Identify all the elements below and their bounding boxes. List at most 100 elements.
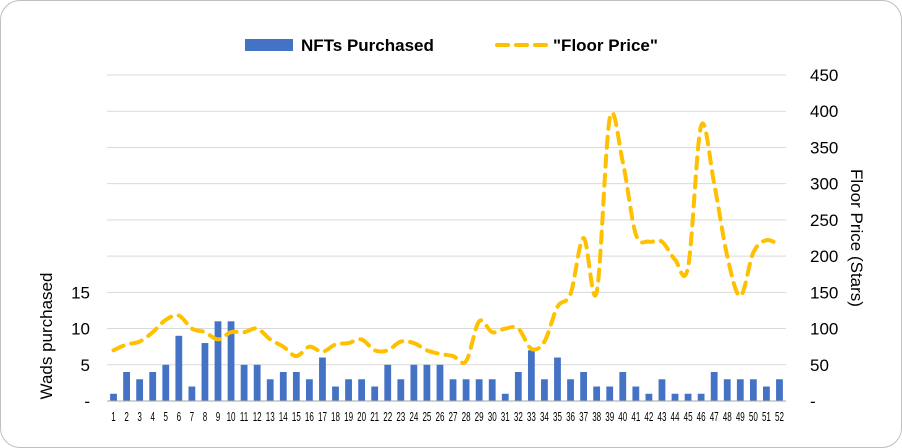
x-tick-label: 52 <box>775 410 784 424</box>
y-left-tick-label: - <box>84 392 90 411</box>
y-left-tick-label: 10 <box>71 320 90 339</box>
y-right-tick-label: 300 <box>810 175 838 194</box>
x-tick-label: 33 <box>527 410 536 424</box>
x-tick-label: 14 <box>279 410 288 424</box>
bar <box>371 386 379 401</box>
x-tick-label: 26 <box>435 410 444 424</box>
x-tick-label: 38 <box>592 410 601 424</box>
y-right-tick-label: 100 <box>810 320 838 339</box>
x-tick-label: 31 <box>501 410 510 424</box>
bar <box>358 379 366 401</box>
bar <box>684 393 692 401</box>
y-right-tick-label: 250 <box>810 211 838 230</box>
x-tick-label: 51 <box>762 410 771 424</box>
bar <box>645 393 653 401</box>
y-right-tick-label: - <box>810 392 816 411</box>
bar <box>475 379 483 401</box>
x-tick-label: 32 <box>514 410 523 424</box>
x-tick-label: 29 <box>475 410 484 424</box>
x-tick-label: 15 <box>292 410 301 424</box>
x-tick-label: 7 <box>190 410 194 424</box>
bar <box>149 372 157 401</box>
bar <box>227 321 235 401</box>
bar <box>345 379 352 401</box>
x-tick-label: 21 <box>370 410 379 424</box>
legend-label-floor-price: "Floor Price" <box>553 36 658 55</box>
y-right-tick-labels: - 50 100 150 200 250 300 350 400 450 <box>810 66 838 411</box>
y-right-tick-label: 350 <box>810 138 838 157</box>
y-right-tick-label: 200 <box>810 247 838 266</box>
x-tick-labels: 1 2 3 4 5 6 7 8 9 10 11 12 13 14 15 16 17 18 19 20 21 22 23 24 2… <box>111 410 784 424</box>
bar <box>736 379 744 401</box>
y-left-tick-label: 5 <box>81 356 90 375</box>
x-tick-label: 19 <box>344 410 353 424</box>
bar <box>266 379 274 401</box>
x-tick-label: 39 <box>605 410 614 424</box>
x-tick-label: 3 <box>137 410 141 424</box>
x-tick-label: 2 <box>124 410 128 424</box>
bar <box>162 364 170 401</box>
bar <box>332 386 339 401</box>
bar <box>397 379 405 401</box>
x-tick-label: 1 <box>111 410 115 424</box>
x-tick-label: 36 <box>566 410 575 424</box>
bar <box>110 393 117 401</box>
bar <box>501 393 509 401</box>
bar <box>527 350 535 401</box>
bar <box>384 364 392 401</box>
bar <box>776 379 783 401</box>
bar <box>567 379 574 401</box>
x-tick-label: 11 <box>240 410 248 424</box>
bar <box>175 335 183 401</box>
bar <box>606 386 614 401</box>
bar <box>319 357 326 401</box>
legend-label-nfts: NFTs Purchased <box>301 36 434 55</box>
x-tick-label: 9 <box>216 410 220 424</box>
bar <box>580 372 588 401</box>
bar <box>514 372 522 401</box>
bar <box>279 372 287 401</box>
x-tick-label: 28 <box>462 410 471 424</box>
x-tick-label: 45 <box>684 410 693 424</box>
bar <box>449 379 457 401</box>
x-tick-label: 41 <box>631 410 640 424</box>
bar <box>541 379 548 401</box>
legend-bar-swatch <box>245 39 293 51</box>
bar <box>436 364 444 401</box>
bar <box>658 379 666 401</box>
x-tick-label: 43 <box>657 410 666 424</box>
bar <box>214 321 222 401</box>
y-right-tick-label: 50 <box>810 356 829 375</box>
x-tick-label: 5 <box>164 410 168 424</box>
bar <box>763 386 770 401</box>
x-tick-label: 34 <box>540 410 549 424</box>
y-right-tick-label: 450 <box>810 66 838 85</box>
bar <box>554 357 561 401</box>
bar <box>671 393 679 401</box>
bar <box>201 343 209 401</box>
bar <box>697 393 705 401</box>
bar <box>188 386 196 401</box>
x-tick-label: 47 <box>710 410 719 424</box>
bar-series <box>110 321 783 401</box>
bar <box>305 379 313 401</box>
bar <box>292 372 300 401</box>
x-tick-label: 30 <box>488 410 497 424</box>
y-axis-right-label: Floor Price (Stars) <box>847 169 866 307</box>
x-tick-label: 16 <box>305 410 314 424</box>
bar <box>749 379 757 401</box>
x-tick-label: 10 <box>227 410 236 424</box>
bar <box>710 372 718 401</box>
x-tick-label: 49 <box>736 410 745 424</box>
bar <box>410 364 418 401</box>
gridlines <box>107 74 786 366</box>
x-tick-label: 22 <box>383 410 392 424</box>
y-left-tick-labels: - 5 10 15 <box>71 283 90 411</box>
x-tick-label: 17 <box>318 410 327 424</box>
bar <box>723 379 731 401</box>
bar <box>423 364 431 401</box>
y-axis-left-label: Wads purchased <box>37 273 56 400</box>
x-tick-label: 23 <box>396 410 405 424</box>
x-tick-label: 24 <box>409 410 418 424</box>
bar <box>253 364 261 401</box>
